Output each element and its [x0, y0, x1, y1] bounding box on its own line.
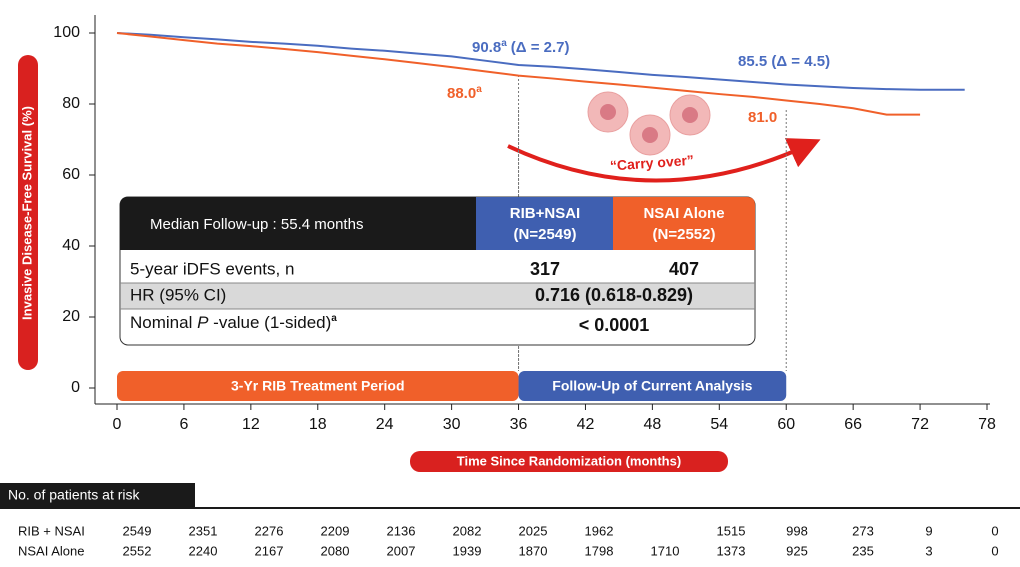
- row-label: Nominal P -value (1-sided)a: [130, 313, 337, 333]
- column-n: (N=2552): [653, 226, 716, 243]
- period-label: Follow-Up of Current Analysis: [552, 378, 752, 394]
- y-tick-label: 20: [62, 308, 80, 325]
- risk-cell: 3: [925, 543, 932, 558]
- risk-cell: 0: [991, 543, 998, 558]
- x-tick-label: 72: [911, 416, 929, 433]
- risk-row-label: RIB + NSAI: [18, 523, 85, 538]
- column-header: NSAI Alone: [643, 205, 724, 222]
- y-tick-label: 0: [71, 379, 80, 396]
- risk-cell: 1962: [585, 523, 614, 538]
- risk-cell: 1870: [519, 543, 548, 558]
- x-axis-label: Time Since Randomization (months): [457, 453, 681, 468]
- row-label: HR (95% CI): [130, 285, 226, 304]
- y-tick-label: 40: [62, 237, 80, 254]
- risk-cell: 2351: [189, 523, 218, 538]
- x-tick-label: 6: [179, 416, 188, 433]
- risk-cell: 1373: [717, 543, 746, 558]
- risk-cell: 2080: [321, 543, 350, 558]
- y-tick-label: 60: [62, 166, 80, 183]
- risk-cell: 2167: [255, 543, 284, 558]
- label-part: -value (1-sided): [208, 313, 331, 332]
- chart: Invasive Disease-Free Survival (%) Time …: [0, 0, 1020, 567]
- annotation-sup: a: [476, 84, 482, 95]
- row-label: 5-year iDFS events, n: [130, 259, 294, 278]
- cell: 317: [530, 259, 560, 279]
- risk-cell: 2240: [189, 543, 218, 558]
- label-part: P: [197, 313, 209, 332]
- x-tick-label: 12: [242, 416, 260, 433]
- x-tick-label: 48: [643, 416, 661, 433]
- risk-cell: 0: [991, 523, 998, 538]
- risk-row-label: NSAI Alone: [18, 543, 85, 558]
- risk-cell: 1515: [717, 523, 746, 538]
- period-label: 3-Yr RIB Treatment Period: [231, 378, 405, 394]
- annotation: 85.5 (Δ = 4.5): [738, 53, 830, 70]
- risk-cell: 2549: [123, 523, 152, 538]
- risk-cell: 925: [786, 543, 808, 558]
- cell: 0.716 (0.618-0.829): [535, 285, 693, 305]
- risk-cell: 2007: [387, 543, 416, 558]
- annotation: 88.0a: [447, 84, 482, 102]
- risk-cell: 1798: [585, 543, 614, 558]
- risk-cell: 9: [925, 523, 932, 538]
- risk-cell: 2025: [519, 523, 548, 538]
- x-tick-label: 18: [309, 416, 327, 433]
- risk-cell: 2136: [387, 523, 416, 538]
- column-header: RIB+NSAI: [510, 205, 580, 222]
- label-part: Nominal: [130, 313, 197, 332]
- y-tick-label: 80: [62, 95, 80, 112]
- cell-nucleus: [642, 127, 658, 143]
- x-tick-label: 36: [510, 416, 528, 433]
- risk-cell: 998: [786, 523, 808, 538]
- annotation-value: 90.8: [472, 39, 501, 56]
- risk-cell: 2209: [321, 523, 350, 538]
- annotation-sup: a: [501, 38, 507, 49]
- y-axis-label: Invasive Disease-Free Survival (%): [19, 106, 34, 320]
- y-tick-label: 100: [53, 24, 80, 41]
- risk-cell: 2552: [123, 543, 152, 558]
- summary-table: Median Follow-up : 55.4 months RIB+NSAI …: [120, 197, 755, 345]
- risk-cell: 2276: [255, 523, 284, 538]
- cell-nucleus: [682, 107, 698, 123]
- x-tick-label: 30: [443, 416, 461, 433]
- x-tick-label: 0: [113, 416, 122, 433]
- annotation-value: 88.0: [447, 85, 476, 102]
- risk-cell: 1939: [453, 543, 482, 558]
- label-sup: a: [331, 313, 337, 324]
- x-tick-label: 60: [777, 416, 795, 433]
- column-n: (N=2549): [514, 226, 577, 243]
- risk-cell: 1710: [651, 543, 680, 558]
- cell: < 0.0001: [579, 315, 650, 335]
- x-tick-label: 66: [844, 416, 862, 433]
- table-header: Median Follow-up : 55.4 months: [150, 216, 363, 233]
- risk-cell: 273: [852, 523, 874, 538]
- risk-title: No. of patients at risk: [8, 487, 141, 503]
- annotation: 81.0: [748, 109, 777, 126]
- annotation: 90.8a (Δ = 2.7): [472, 38, 569, 56]
- annotation-delta: (Δ = 2.7): [511, 39, 570, 56]
- cell: 407: [669, 259, 699, 279]
- x-tick-label: 42: [577, 416, 595, 433]
- x-tick-label: 78: [978, 416, 996, 433]
- risk-cell: 2082: [453, 523, 482, 538]
- x-tick-label: 24: [376, 416, 394, 433]
- carry-over-label: “Carry over”: [609, 152, 694, 174]
- risk-cell: 235: [852, 543, 874, 558]
- cell-nucleus: [600, 104, 616, 120]
- x-tick-label: 54: [710, 416, 728, 433]
